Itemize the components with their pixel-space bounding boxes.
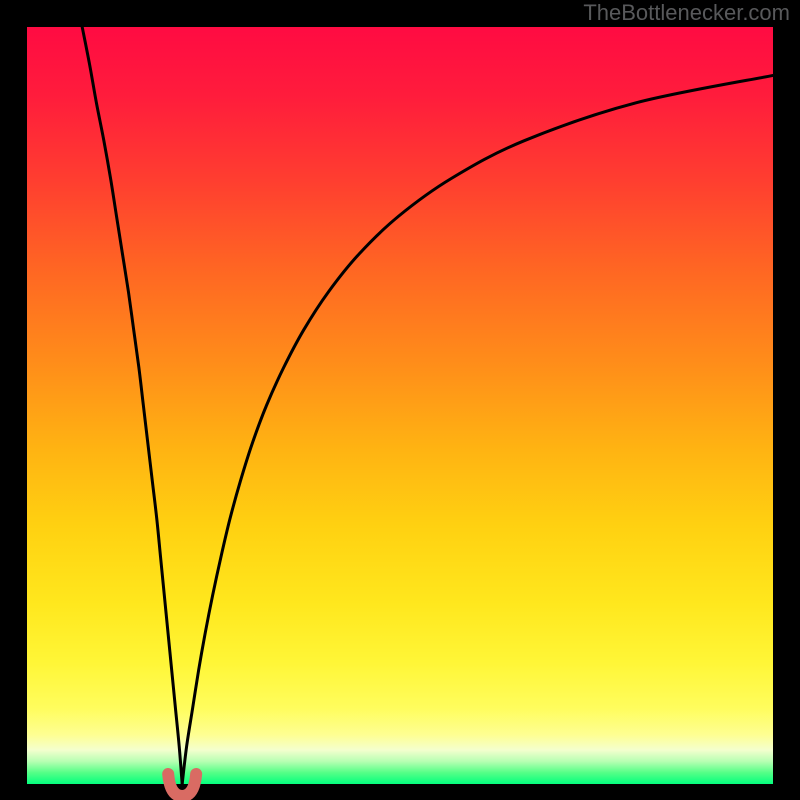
gradient-background (27, 27, 773, 784)
caption: TheBottlenecker.com (583, 0, 800, 26)
bottleneck-chart (0, 0, 800, 800)
